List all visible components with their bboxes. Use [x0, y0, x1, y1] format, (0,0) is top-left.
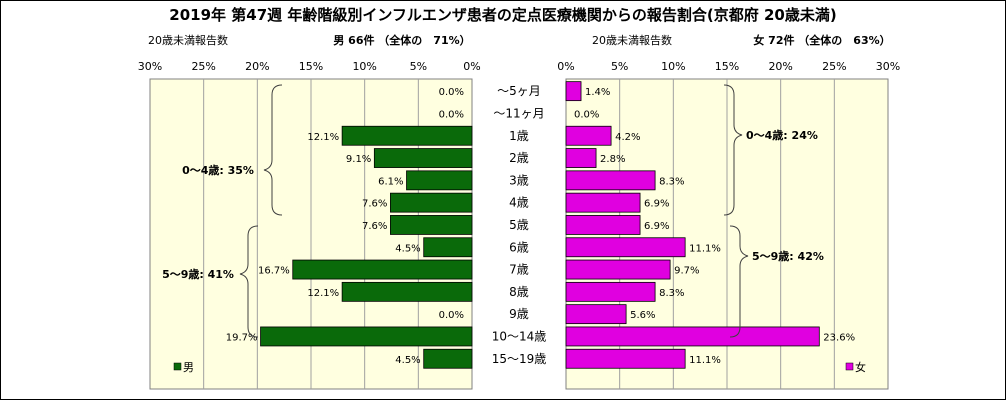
female-bar: [565, 281, 656, 302]
group-label-right-0-4: 0～4歳: 24%: [746, 128, 818, 142]
category-label: 3歳: [509, 173, 529, 187]
right-subtitle: 20歳未満報告数: [592, 34, 672, 47]
female-bar: [565, 170, 656, 191]
legend-male-swatch: [173, 362, 182, 371]
tick-label-left: 15%: [299, 60, 323, 73]
male-value-label: 16.7%: [258, 266, 290, 277]
tick-layer: 0% 0% 5% 5% 10% 10% 15% 15% 20% 20% 25% 25% 30% 30%: [138, 60, 900, 73]
left-subtitle: 20歳未満報告数: [148, 34, 228, 47]
tick-label-left: 20%: [245, 60, 269, 73]
female-value-label: 6.9%: [644, 199, 669, 210]
female-header: 女 72件 （全体の 63%）: [753, 33, 890, 47]
male-value-label: 4.5%: [395, 243, 420, 254]
male-bar: [292, 259, 473, 280]
tick-label-right: 25%: [822, 60, 846, 73]
female-value-label: 2.8%: [600, 154, 625, 165]
male-value-label: 9.1%: [346, 154, 371, 165]
female-bar: [565, 237, 686, 258]
legend-female-label: 女: [855, 360, 866, 374]
tick-label-left: 10%: [352, 60, 376, 73]
male-value-label: 4.5%: [395, 355, 420, 366]
male-value-label: 0.0%: [439, 310, 464, 321]
tick-label-left: 0%: [463, 60, 480, 73]
female-bar: [565, 348, 686, 369]
category-label: 5歳: [509, 218, 529, 232]
male-value-label: 0.0%: [439, 109, 464, 120]
category-label: ～5ヶ月: [497, 84, 541, 98]
tick-label-left: 30%: [138, 60, 162, 73]
group-label-left-0-4: 0～4歳: 35%: [182, 163, 254, 177]
male-bar: [373, 148, 473, 168]
female-bar: [565, 326, 820, 347]
male-value-label: 12.1%: [307, 288, 339, 299]
male-value-label: 0.0%: [439, 87, 464, 98]
tick-label-right: 20%: [768, 60, 792, 73]
tick-label-right: 10%: [661, 60, 685, 73]
category-label: 7歳: [509, 263, 529, 277]
female-bar: [565, 304, 627, 325]
tick-label-right: 5%: [611, 60, 628, 73]
category-label: ～11ヶ月: [493, 106, 544, 120]
female-value-label: 5.6%: [630, 310, 655, 321]
male-bar: [390, 192, 473, 213]
chart-title: 2019年 第47週 年齢階級別インフルエンザ患者の定点医療機関からの報告割合(…: [169, 6, 836, 24]
female-bar: [565, 125, 612, 146]
tick-label-right: 0%: [557, 60, 574, 73]
category-label: 6歳: [509, 240, 529, 254]
female-value-label: 8.3%: [659, 288, 684, 299]
female-bar: [565, 148, 597, 168]
female-bar: [565, 215, 641, 235]
male-bar: [423, 348, 473, 369]
male-value-label: 19.7%: [226, 332, 258, 343]
category-layer: ～5ヶ月 ～11ヶ月 1歳 2歳 3歳 4歳 5歳 6歳 7歳 8歳 9歳 10～14歳 15～19歳: [492, 84, 547, 366]
male-bar: [341, 125, 473, 146]
female-value-label: 11.1%: [689, 243, 721, 254]
male-value-label: 7.6%: [362, 199, 387, 210]
female-value-label: 6.9%: [644, 221, 669, 232]
brace-right-5-9: [729, 225, 749, 338]
legend-male-label: 男: [183, 361, 194, 374]
brace-right-0-4: [723, 84, 743, 216]
male-value-label: 12.1%: [307, 132, 339, 143]
male-bar: [406, 170, 473, 191]
tick-label-left: 5%: [410, 60, 427, 73]
category-label: 1歳: [509, 129, 529, 143]
male-header: 男 66件 （全体の 71%）: [333, 33, 470, 47]
male-bar: [390, 215, 473, 235]
female-value-label: 1.4%: [585, 87, 610, 98]
bar-layer: [260, 81, 820, 369]
female-value-label: 9.7%: [674, 266, 699, 277]
female-value-label: 23.6%: [823, 332, 855, 343]
male-value-label: 6.1%: [378, 176, 403, 187]
category-label: 4歳: [509, 196, 529, 210]
legend-female-swatch: [845, 362, 854, 371]
tick-label-right: 30%: [876, 60, 900, 73]
category-label: 8歳: [509, 285, 529, 299]
tick-label-left: 25%: [191, 60, 215, 73]
category-label: 10～14歳: [492, 329, 547, 343]
female-value-label: 8.3%: [659, 176, 684, 187]
male-bar: [423, 237, 473, 258]
male-bar: [341, 281, 473, 302]
brace-left-5-9: [239, 225, 259, 338]
group-label-left-5-9: 5～9歳: 41%: [162, 267, 234, 281]
brace-left-0-4: [263, 84, 283, 216]
group-label-right-5-9: 5～9歳: 42%: [752, 249, 824, 263]
label-layer: 0.0% 1.4% 0.0% 0.0% 12.1% 4.2% 9.1% 2.8% 6.1% 8.3…: [226, 87, 855, 366]
female-bar: [565, 81, 582, 102]
female-value-label: 0.0%: [574, 109, 599, 120]
male-value-label: 7.6%: [362, 221, 387, 232]
category-label: 15～19歳: [492, 352, 547, 366]
category-label: 2歳: [509, 151, 529, 165]
category-label: 9歳: [509, 307, 529, 321]
male-bar: [260, 326, 473, 347]
female-bar: [565, 259, 671, 280]
tick-label-right: 15%: [715, 60, 739, 73]
female-value-label: 4.2%: [615, 132, 640, 143]
female-value-label: 11.1%: [689, 355, 721, 366]
female-bar: [565, 192, 641, 213]
